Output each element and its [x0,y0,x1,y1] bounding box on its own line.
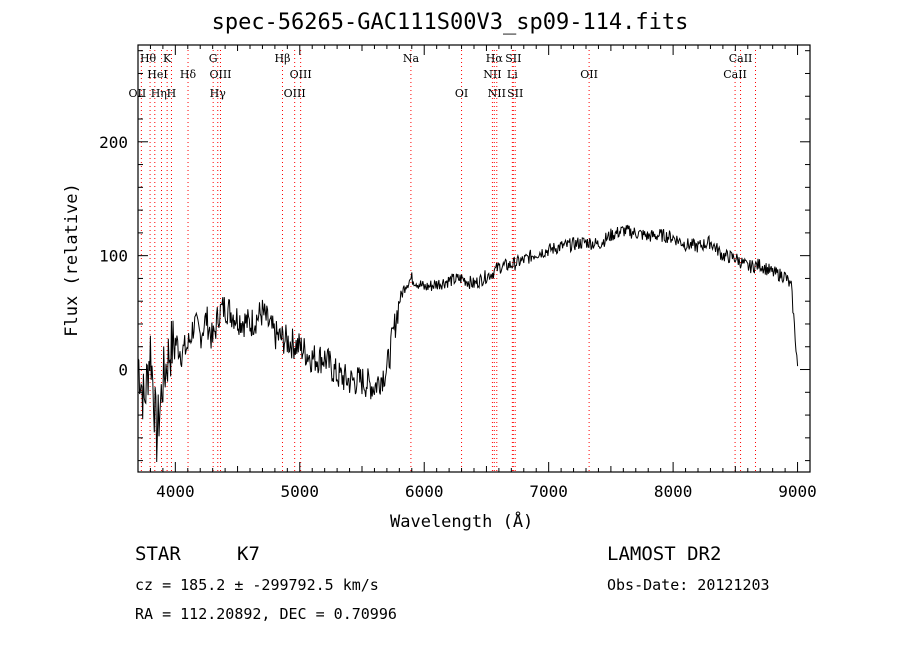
plot-frame [137,44,811,473]
spectral-line-label: CaII [729,52,753,65]
object-type: STAR [135,543,181,565]
spectral-line-label: Hβ [275,52,291,65]
spectral-line-label: SII [505,52,521,65]
spectral-line-label: Na [403,52,420,65]
spectral-line-label: NII [483,68,501,81]
spectral-line-label: Hα [486,52,504,65]
spectral-line-label: Hδ [180,68,197,81]
object-subclass: K7 [237,543,260,565]
spectral-line-label: G [209,52,218,65]
x-tick-label: 4000 [156,482,195,501]
spectral-line-label: HeI [147,68,167,81]
spectral-line-label: Hγ [210,87,227,100]
redshift-text: cz = 185.2 ± -299792.5 km/s [135,576,379,594]
y-axis-label: Flux (relative) [62,183,82,337]
x-tick-label: 5000 [281,482,320,501]
y-tick-label: 200 [99,133,128,152]
spectral-line-label: OI [455,87,468,100]
axis-ticks-group: 4000 5000 6000 7000 8000 9000 0 100 200 [99,45,817,501]
spectral-line-label: Li [507,68,518,81]
spectral-line-label: Hη [151,87,167,100]
spectral-line-label: CaII [723,68,747,81]
spectral-line-label: OIII [209,68,231,81]
x-tick-label: 8000 [654,482,693,501]
y-tick-label: 100 [99,247,128,266]
spectral-line-label: OII [580,68,598,81]
x-tick-label: 9000 [778,482,817,501]
chart-title: spec-56265-GAC111S00V3_sp09-114.fits [211,10,689,35]
y-tick-label: 0 [118,361,128,380]
x-axis-label: Wavelength (Å) [390,512,534,532]
spectral-line-label: OIII [284,87,306,100]
spectral-line-label: SII [507,87,523,100]
spectral-line-label: OIII [290,68,312,81]
spectral-line-label: K [163,52,172,65]
spectral-line-label: NII [488,87,506,100]
spectral-line-label: OII [129,87,147,100]
x-tick-label: 7000 [529,482,568,501]
coordinates-text: RA = 112.20892, DEC = 0.70996 [135,605,397,623]
line-markers-group [140,50,756,472]
obs-date-text: Obs-Date: 20121203 [607,576,770,594]
spectral-line-label: H [167,87,177,100]
spectrum-series-line [137,224,799,463]
survey-name: LAMOST DR2 [607,543,722,565]
x-tick-label: 6000 [405,482,444,501]
spectral-line-label: Hθ [140,52,157,65]
